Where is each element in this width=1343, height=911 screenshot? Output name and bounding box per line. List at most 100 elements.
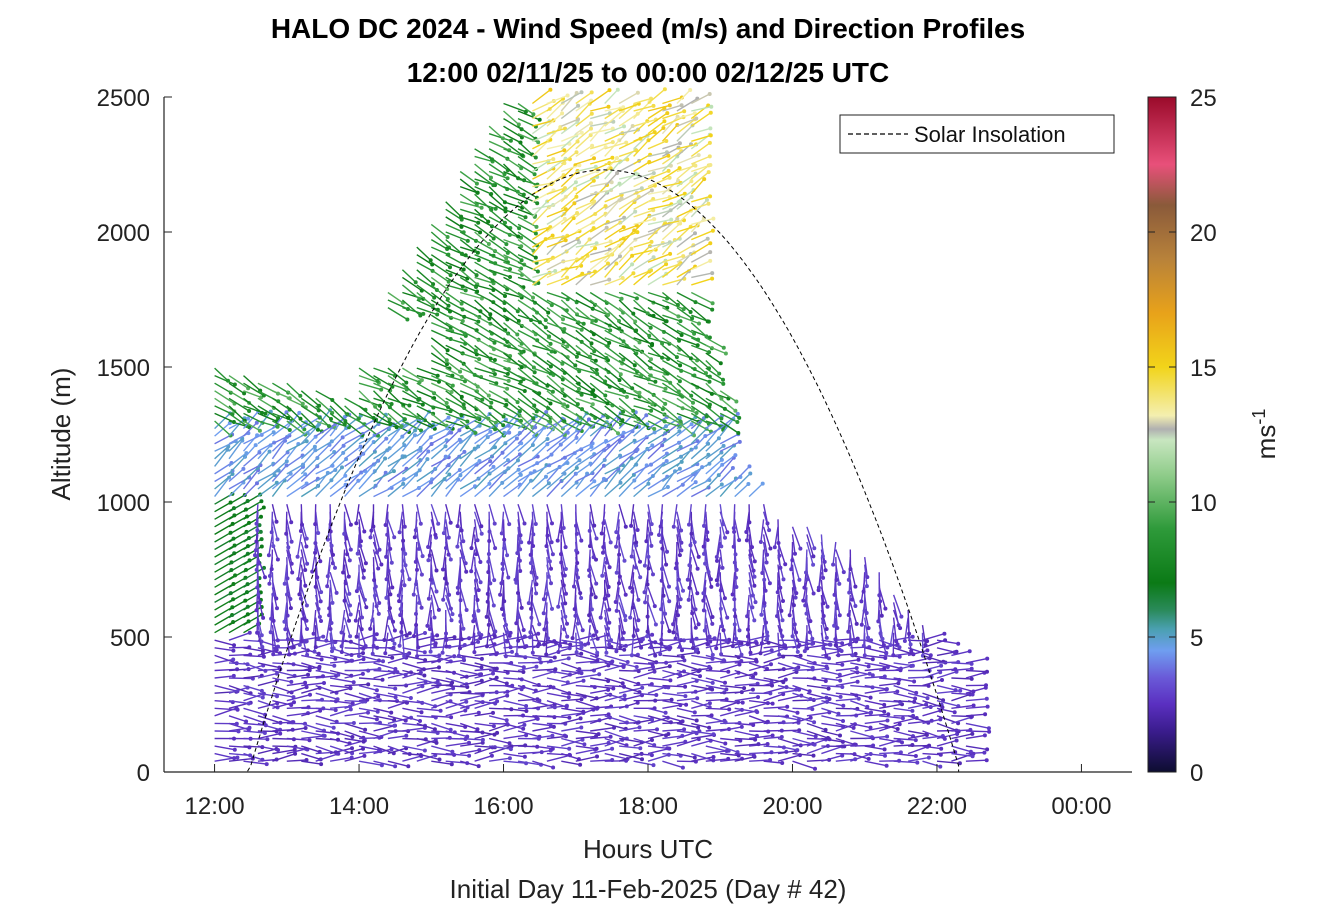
wind-barb xyxy=(214,501,231,513)
wind-barb-head xyxy=(284,531,289,536)
wind-barb-head xyxy=(491,710,495,715)
wind-barb-head xyxy=(679,540,684,545)
wind-barb-head xyxy=(652,217,657,222)
wind-barb xyxy=(257,722,281,731)
wind-barb-head xyxy=(689,422,694,427)
wind-barb-head xyxy=(369,528,374,533)
wind-barb xyxy=(243,390,262,399)
wind-barb-head xyxy=(617,552,622,557)
wind-barb-head xyxy=(709,584,714,589)
wind-barb-head xyxy=(721,658,726,663)
wind-barb-head xyxy=(608,540,613,545)
wind-barb-head xyxy=(707,701,712,706)
wind-barb-head xyxy=(649,239,654,244)
wind-barb-head xyxy=(516,467,521,472)
wind-barb-head xyxy=(446,552,451,557)
wind-barb-head xyxy=(528,630,533,635)
wind-barb-head xyxy=(361,657,366,662)
wind-barb xyxy=(271,511,274,533)
wind-barb xyxy=(228,494,246,505)
wind-barb-head xyxy=(260,645,265,649)
wind-barb-head xyxy=(709,104,714,109)
wind-barb-head xyxy=(383,523,388,527)
wind-barb-head xyxy=(507,522,512,527)
wind-barb-head xyxy=(533,255,538,260)
wind-barb-head xyxy=(574,568,579,573)
wind-barb-head xyxy=(721,628,726,633)
wind-barb-head xyxy=(719,416,724,421)
wind-barb-head xyxy=(513,577,518,582)
wind-barb-head xyxy=(241,466,246,471)
wind-barb-head xyxy=(528,635,533,640)
wind-barb-head xyxy=(434,589,439,594)
wind-barb-head xyxy=(519,365,524,370)
wind-barb-head xyxy=(488,459,493,464)
wind-barb-head xyxy=(671,622,676,627)
wind-barb-head xyxy=(289,520,294,525)
wind-barb-head xyxy=(618,254,622,259)
wind-barb-head xyxy=(420,554,425,559)
wind-barb-head xyxy=(552,655,557,660)
wind-barb-head xyxy=(531,295,535,300)
wind-barb-head xyxy=(551,157,556,162)
wind-barb-head xyxy=(608,734,613,739)
wind-barb-head xyxy=(695,696,700,701)
wind-barb-head xyxy=(333,565,337,570)
wind-barb-head xyxy=(426,449,431,454)
wind-barb-head xyxy=(246,416,250,421)
wind-barb xyxy=(214,569,232,581)
wind-barb-head xyxy=(589,592,594,597)
wind-barb-head xyxy=(514,436,519,441)
wind-barb-head xyxy=(637,725,642,730)
wind-barb-head xyxy=(304,603,309,608)
wind-barb-head xyxy=(419,378,424,383)
wind-barb-head xyxy=(673,636,678,641)
wind-barb-head xyxy=(343,473,348,478)
wind-barb-head xyxy=(723,351,728,356)
wind-barb-head xyxy=(690,611,695,616)
wind-barb-head xyxy=(381,659,385,664)
wind-barb-head xyxy=(617,378,622,383)
wind-barb-head xyxy=(507,756,512,761)
wind-barb-head xyxy=(622,693,627,698)
wind-barb-head xyxy=(716,436,721,441)
wind-barb-head xyxy=(462,449,467,454)
wind-barb-head xyxy=(607,642,612,647)
wind-barb xyxy=(257,594,264,619)
wind-barb-head xyxy=(402,654,407,659)
wind-barb-head xyxy=(340,435,345,440)
wind-barb-head xyxy=(368,535,373,540)
wind-barb-head xyxy=(562,627,567,632)
wind-barb-head xyxy=(289,679,294,684)
wind-barb-head xyxy=(504,622,508,627)
wind-barb-head xyxy=(664,562,669,567)
wind-barb-head xyxy=(397,599,402,604)
wind-barb-head xyxy=(710,276,715,281)
wind-barb-head xyxy=(742,686,747,691)
wind-barb-head xyxy=(476,639,481,644)
wind-barb-head xyxy=(636,618,641,623)
wind-barb xyxy=(243,639,262,643)
wind-barb-head xyxy=(601,550,605,555)
wind-barb-head xyxy=(548,87,553,92)
wind-barb-head xyxy=(629,523,634,528)
wind-barb-head xyxy=(253,443,258,448)
wind-barb-head xyxy=(373,584,378,589)
wind-barb-head xyxy=(476,258,481,262)
wind-barb-head xyxy=(659,637,664,642)
wind-barb-head xyxy=(546,636,550,641)
wind-barb-head xyxy=(492,634,497,639)
wind-barb-head xyxy=(533,522,538,526)
wind-barb xyxy=(243,482,258,498)
wind-barb-head xyxy=(331,725,336,730)
wind-barb-head xyxy=(617,319,621,323)
wind-barb-head xyxy=(645,634,650,639)
wind-barb-head xyxy=(547,559,552,564)
wind-barb-head xyxy=(615,171,620,176)
wind-barb xyxy=(228,440,243,460)
wind-barb-head xyxy=(708,577,713,582)
wind-barb-head xyxy=(276,748,280,752)
wind-barb-head xyxy=(350,746,354,751)
wind-barb-head xyxy=(491,183,496,188)
wind-barb-head xyxy=(607,607,612,612)
